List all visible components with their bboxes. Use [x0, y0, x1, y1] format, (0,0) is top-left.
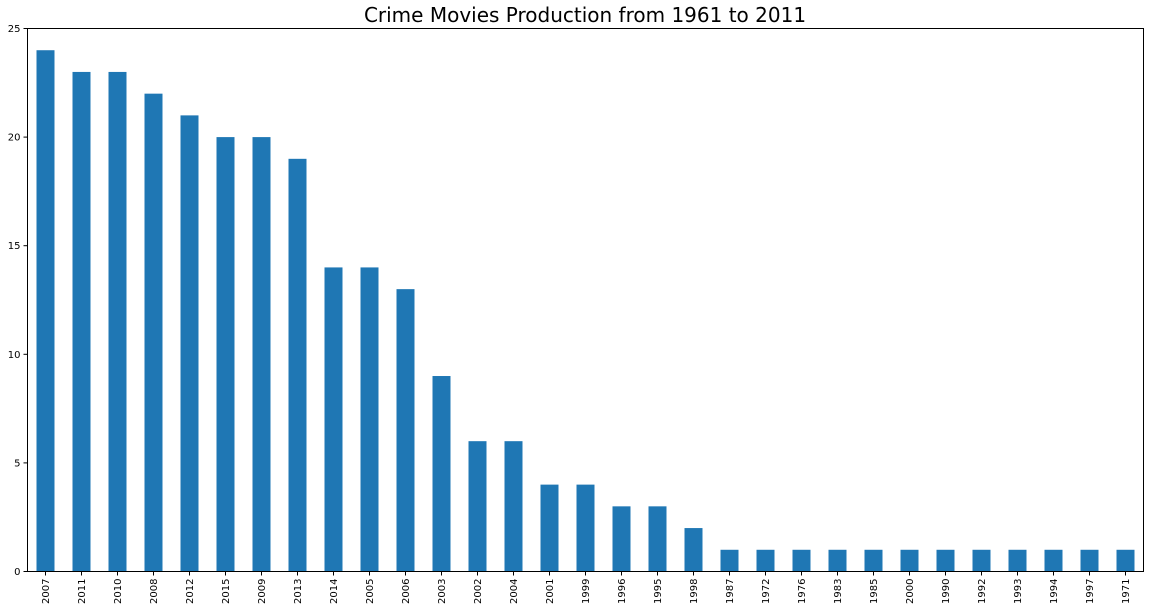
bar-1985: [864, 549, 883, 572]
x-tick-label: 2004: [509, 579, 520, 604]
x-tick-label: 2012: [185, 579, 196, 604]
chart-title: Crime Movies Production from 1961 to 201…: [364, 3, 806, 27]
y-tick-label: 10: [8, 350, 21, 361]
x-tick-label: 1997: [1085, 579, 1096, 604]
bar-2003: [432, 376, 451, 572]
bar-2015: [216, 137, 235, 572]
bar-2005: [360, 267, 379, 572]
x-tick-label: 1993: [1013, 579, 1024, 604]
x-tick-label: 1996: [617, 579, 628, 604]
x-tick-label: 2002: [473, 579, 484, 604]
x-tick-label: 2008: [149, 579, 160, 604]
x-tick-label: 1983: [833, 579, 844, 604]
x-tick-label: 1972: [761, 579, 772, 604]
bar-2013: [288, 158, 307, 572]
y-tick-label: 25: [8, 24, 21, 35]
bar-2014: [324, 267, 343, 572]
bars-layer: [36, 50, 1135, 572]
bar-1999: [576, 484, 595, 572]
plot-frame: [27, 28, 1144, 572]
y-tick-label: 0: [14, 567, 20, 578]
bar-2006: [396, 289, 415, 572]
bar-1987: [720, 549, 739, 572]
y-tick-label: 15: [8, 241, 21, 252]
x-tick-label: 1976: [797, 579, 808, 604]
x-tick-label: 2006: [401, 579, 412, 604]
bar-2001: [540, 484, 559, 572]
x-tick-label: 2011: [77, 579, 88, 604]
x-tick-label: 1998: [689, 579, 700, 604]
bar-1972: [756, 549, 775, 572]
bar-2010: [108, 71, 127, 572]
x-tick-label: 1990: [941, 579, 952, 604]
x-tick-label: 2007: [41, 579, 52, 604]
y-tick-label: 20: [8, 133, 21, 144]
bar-1990: [936, 549, 955, 572]
bar-1994: [1044, 549, 1063, 572]
x-tick-label: 2001: [545, 579, 556, 604]
y-axis: 0 5 10 15 20 25: [8, 24, 28, 578]
bar-2002: [468, 441, 487, 572]
x-tick-label: 1992: [977, 579, 988, 604]
x-tick-label: 2003: [437, 579, 448, 604]
x-axis: 2007 2011 2010 2008 2012 2015 2009 2013 2014 2005…: [41, 571, 1132, 604]
x-tick-label: 2015: [221, 579, 232, 604]
x-tick-label: 1985: [869, 579, 880, 604]
x-tick-label: 2009: [257, 579, 268, 604]
x-tick-label: 2010: [113, 579, 124, 604]
bar-2007: [36, 50, 55, 572]
bar-1976: [792, 549, 811, 572]
bar-2012: [180, 115, 199, 572]
bar-1971: [1116, 549, 1135, 572]
x-tick-label: 1995: [653, 579, 664, 604]
bar-1996: [612, 506, 631, 572]
x-tick-label: 2013: [293, 579, 304, 604]
x-tick-label: 1971: [1121, 579, 1132, 604]
bar-2011: [72, 71, 91, 572]
bar-1983: [828, 549, 847, 572]
x-tick-label: 2014: [329, 579, 340, 604]
bar-1993: [1008, 549, 1027, 572]
x-tick-label: 2000: [905, 579, 916, 604]
bar-1995: [648, 506, 667, 572]
bar-2004: [504, 441, 523, 572]
x-tick-label: 1987: [725, 579, 736, 604]
bar-2009: [252, 137, 271, 572]
bar-2000: [900, 549, 919, 572]
x-tick-label: 1999: [581, 579, 592, 604]
x-tick-label: 2005: [365, 579, 376, 604]
bar-1992: [972, 549, 991, 572]
bar-1997: [1080, 549, 1099, 572]
y-tick-label: 5: [14, 458, 20, 469]
bar-1998: [684, 528, 703, 572]
x-tick-label: 1994: [1049, 579, 1060, 604]
bar-2008: [144, 93, 163, 572]
